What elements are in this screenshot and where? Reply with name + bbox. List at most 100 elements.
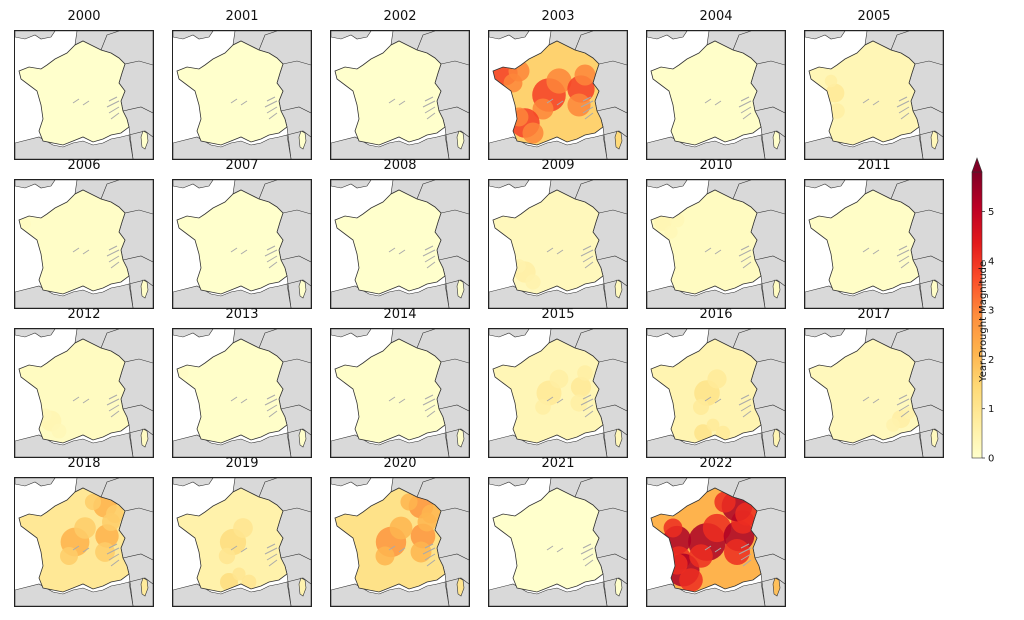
corsica-island <box>298 279 307 299</box>
hatched-mountain-area <box>704 543 752 567</box>
hatched-mountain-area <box>388 245 436 269</box>
corsica-island <box>456 279 465 299</box>
map-panel-2013: 2013 <box>172 307 312 458</box>
neighbour-land <box>489 329 530 338</box>
map-panel-2020: 2020 <box>330 456 470 607</box>
country-border <box>574 180 594 200</box>
france-map <box>805 180 943 308</box>
hotspot-southwest <box>525 274 541 290</box>
hotspot-northwest-tip <box>19 218 31 230</box>
france-outline <box>176 338 288 444</box>
panel-year-title: 2013 <box>225 307 259 322</box>
country-border <box>440 60 469 66</box>
country-border <box>596 553 627 561</box>
drought-hotspots <box>693 369 731 442</box>
france-map <box>173 180 311 308</box>
map-frame <box>172 477 312 607</box>
country-border <box>598 358 627 364</box>
france-map <box>15 478 153 606</box>
country-border <box>756 358 785 364</box>
france-map <box>489 478 627 606</box>
france-outline <box>492 40 604 146</box>
country-border <box>416 180 436 200</box>
hotspot-southwest <box>522 122 544 144</box>
hotspot-south <box>232 567 246 581</box>
map-panel-2014: 2014 <box>330 307 470 458</box>
panel-year-title: 2020 <box>383 456 417 471</box>
france-map <box>489 180 627 308</box>
country-border <box>598 209 627 215</box>
country-border <box>286 130 311 138</box>
country-border <box>416 31 436 51</box>
country-border <box>416 329 436 349</box>
hotspot-northwest <box>503 73 523 93</box>
hatched-mountain-area <box>230 96 278 120</box>
france-fill <box>809 190 919 294</box>
map-panel-2015: 2015 <box>488 307 628 458</box>
map-panel-2005: 2005 <box>804 9 944 160</box>
colorbar-tick-label: 4 <box>988 256 994 267</box>
hotspot-south <box>694 424 712 442</box>
hatched-mountain-area <box>862 96 910 120</box>
country-border <box>596 404 627 412</box>
country-border <box>100 180 120 200</box>
hatched-mountain-area <box>546 543 594 567</box>
map-frame <box>488 30 628 160</box>
neighbour-land <box>173 31 214 40</box>
panel-year-title: 2000 <box>67 9 101 24</box>
corsica-island <box>456 428 465 448</box>
country-border <box>754 553 785 561</box>
panel-year-title: 2007 <box>225 158 259 173</box>
france-outline <box>492 189 604 295</box>
country-border <box>280 553 311 561</box>
country-border <box>280 106 311 114</box>
country-border <box>100 31 120 51</box>
country-border <box>754 106 785 114</box>
hatched-mountain-area <box>72 245 120 269</box>
neighbour-land <box>647 180 688 189</box>
france-map <box>805 31 943 159</box>
country-border <box>440 358 469 364</box>
neighbour-land <box>805 329 846 338</box>
hotspot-south <box>241 574 257 590</box>
hatched-mountain-area <box>862 394 910 418</box>
panel-year-title: 2016 <box>699 307 733 322</box>
hatched-mountain-area <box>704 245 752 269</box>
france-fill <box>19 339 129 443</box>
drought-hotspots <box>38 408 67 439</box>
france-fill <box>335 190 445 294</box>
corsica-island <box>298 577 307 597</box>
panel-year-title: 2021 <box>541 456 575 471</box>
hotspot-south <box>706 418 720 432</box>
france-outline <box>18 338 130 444</box>
corsica-island <box>140 428 149 448</box>
country-border <box>280 404 311 412</box>
hotspot-southwest <box>38 408 52 422</box>
neighbour-land <box>805 180 846 189</box>
hatched-mountain-area <box>546 96 594 120</box>
country-border <box>598 507 627 513</box>
panel-year-title: 2015 <box>541 307 575 322</box>
neighbour-land <box>489 180 530 189</box>
country-border <box>574 478 594 498</box>
france-map <box>15 329 153 457</box>
country-border <box>286 577 311 585</box>
country-border <box>128 428 153 436</box>
map-panel-2000: 2000 <box>14 9 154 160</box>
hatched-mountain-area <box>230 245 278 269</box>
corsica-island <box>772 279 781 299</box>
hotspot-center <box>74 517 96 539</box>
country-border <box>444 279 469 287</box>
map-panel-2003: 2003 <box>488 9 628 160</box>
neighbour-land <box>489 478 530 487</box>
map-panel-2009: 2009 <box>488 158 628 309</box>
hotspot-northeast <box>735 502 759 526</box>
map-panel-2006: 2006 <box>14 158 154 309</box>
country-border <box>602 130 627 138</box>
map-panel-2002: 2002 <box>330 9 470 160</box>
france-outline <box>18 40 130 146</box>
country-border <box>890 31 910 51</box>
neighbour-land <box>647 478 688 487</box>
neighbour-land <box>489 31 530 40</box>
hotspot-center <box>546 68 572 94</box>
